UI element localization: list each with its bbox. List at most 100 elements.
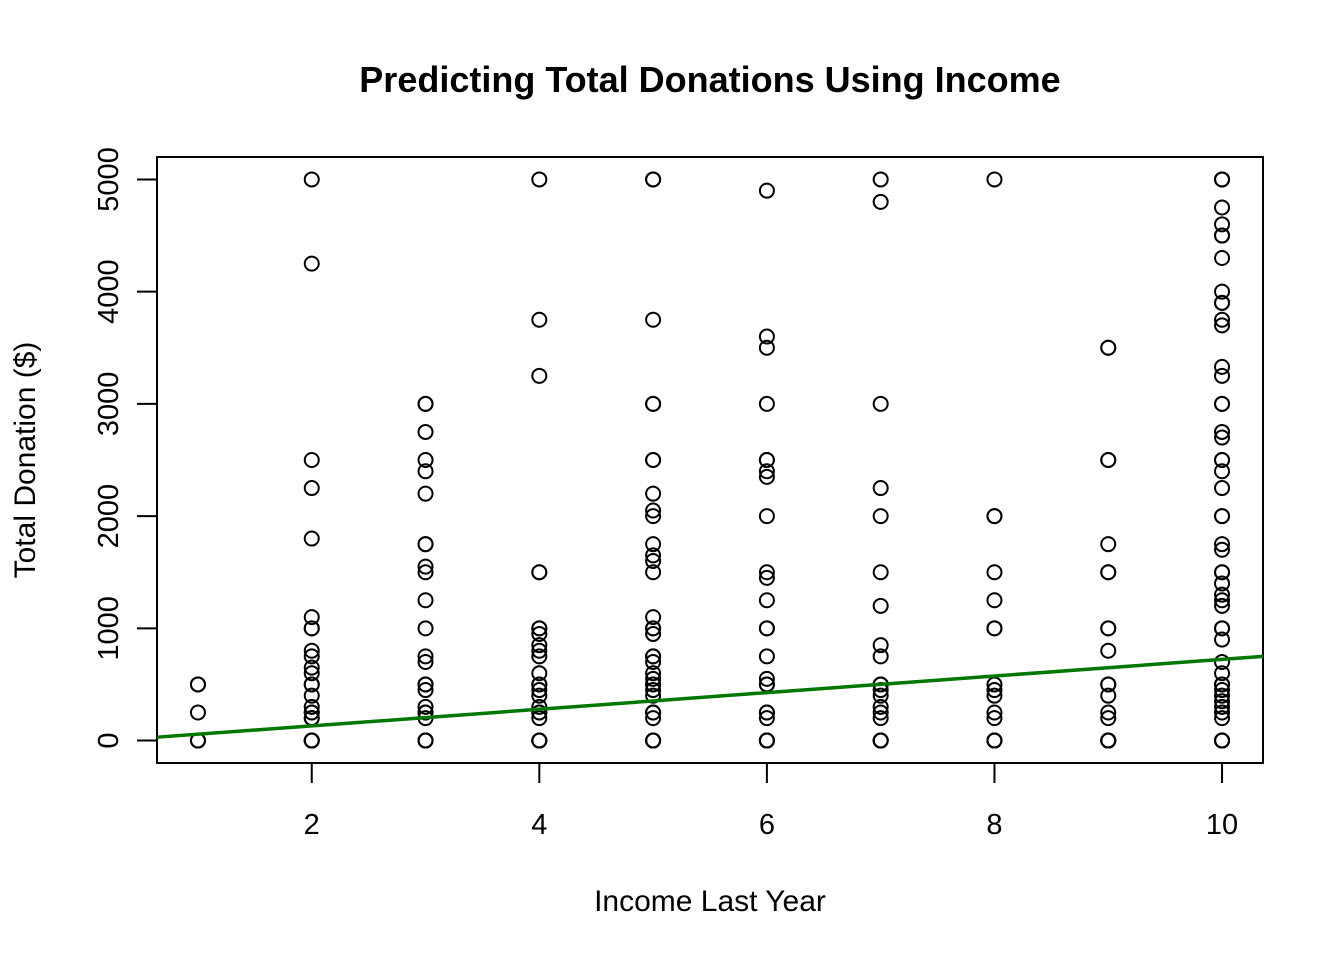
x-tick-label: 6 [759,809,775,841]
data-point [1214,698,1231,715]
regression-line [156,654,1264,739]
data-point [303,480,320,497]
data-point [417,395,434,412]
data-point [872,710,889,727]
data-point [872,597,889,614]
data-point [303,642,320,659]
data-point [758,508,775,525]
data-point [531,698,548,715]
data-point [303,171,320,188]
data-point [872,193,889,210]
data-point [872,508,889,525]
data-point [872,171,889,188]
data-point [1214,216,1231,233]
data-point [872,687,889,704]
data-point [531,732,548,749]
data-point [189,704,206,721]
data-point [758,592,775,609]
data-point [758,710,775,727]
data-point [645,547,662,564]
data-point [417,732,434,749]
data-point [531,171,548,188]
data-point [531,367,548,384]
data-point [303,609,320,626]
x-tick-label: 2 [304,809,320,841]
data-point [531,687,548,704]
data-point [417,704,434,721]
data-point [417,654,434,670]
data-point [1100,536,1117,553]
data-point [417,452,434,468]
data-point [645,564,662,581]
data-point [645,710,662,727]
data-point [986,171,1003,188]
data-point [417,676,434,693]
data-point [531,564,548,581]
data-point [531,682,548,699]
data-point [758,648,775,665]
data-point [1214,704,1231,721]
data-point [417,698,434,715]
data-point [1214,508,1231,525]
data-point [645,553,662,569]
data-point [1214,311,1231,328]
data-point [758,328,775,345]
data-point [645,676,662,693]
data-point [758,670,775,687]
data-point [1214,283,1231,300]
data-point [1214,575,1231,592]
data-point [417,423,434,440]
y-tick-label: 2000 [93,484,125,549]
data-point [1214,294,1231,311]
data-point [303,620,320,637]
x-tick-label: 10 [1206,809,1238,841]
data-point [1214,687,1231,704]
data-point [758,339,775,356]
data-point [1214,536,1231,553]
data-point [986,710,1003,727]
data-point [1214,586,1231,603]
x-tick-label: 4 [531,809,547,841]
data-point [1100,642,1117,659]
data-point [1214,171,1231,188]
data-point [1214,463,1231,480]
data-point [531,637,548,654]
data-point [303,732,320,749]
data-point [1214,395,1231,412]
data-point [645,654,662,670]
data-point [1214,367,1231,384]
data-point [872,648,889,665]
data-point [1214,682,1231,699]
data-point [417,536,434,553]
y-tick-label: 3000 [93,372,125,437]
data-point [1214,423,1231,440]
y-tick-label: 4000 [93,259,125,324]
y-tick-label: 5000 [93,147,125,212]
data-point [872,704,889,721]
data-point [1214,227,1231,244]
data-point [303,687,320,704]
x-axis-label: Income Last Year [594,885,826,918]
data-point [758,395,775,412]
data-point [1214,665,1231,682]
data-point [1214,429,1231,446]
data-point [1100,687,1117,704]
data-point [417,682,434,699]
data-point [872,732,889,749]
data-point [417,485,434,502]
data-point [645,171,662,188]
y-axis-label: Total Donation ($) [9,342,42,579]
data-point [1214,541,1231,558]
data-point [645,670,662,687]
data-point [645,665,662,682]
data-point [645,311,662,328]
data-point [645,620,662,637]
data-point [1214,631,1231,648]
data-point [758,182,775,199]
data-point [1214,480,1231,497]
data-point [417,592,434,609]
data-point [1100,676,1117,693]
data-point [417,620,434,637]
data-point [531,710,548,727]
y-tick-label: 0 [93,732,125,748]
